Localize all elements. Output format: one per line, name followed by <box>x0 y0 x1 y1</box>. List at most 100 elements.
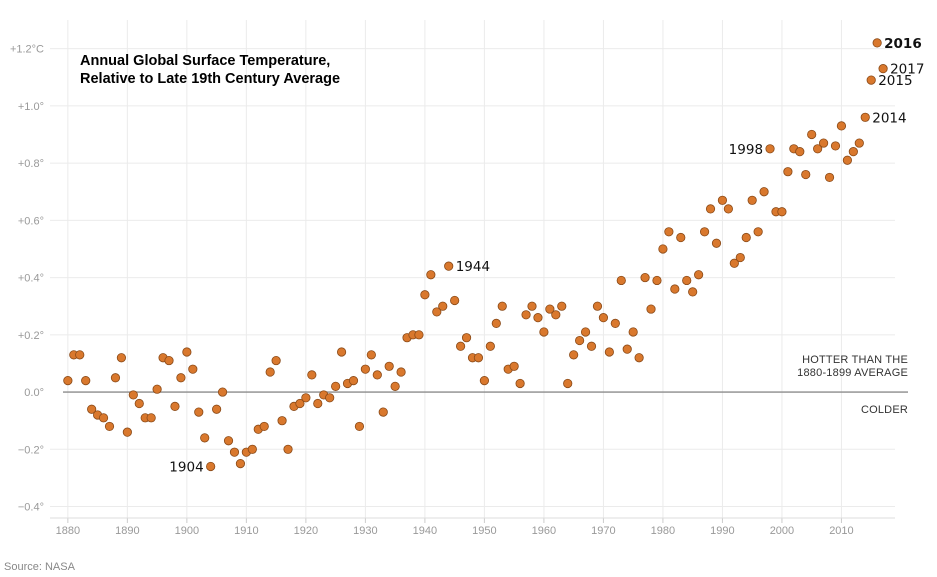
point-1997 <box>759 187 769 197</box>
x-tick-label: 1990 <box>710 525 734 537</box>
point-1952 <box>491 318 501 328</box>
year-annotations: 1904 1944 1998 2014 2015 2016 2017 <box>169 36 924 476</box>
point-1904 <box>206 461 216 472</box>
point-1981 <box>664 227 674 237</box>
x-tick-label: 1980 <box>651 525 675 537</box>
point-2012 <box>848 147 858 157</box>
point-1930 <box>360 364 370 374</box>
annotation-1998: 1998 <box>729 142 763 158</box>
x-tick-label: 1920 <box>294 525 318 537</box>
point-1991 <box>723 204 733 214</box>
point-1962 <box>551 310 561 320</box>
y-tick-label: −0.2° <box>18 444 44 456</box>
point-1971 <box>604 347 614 357</box>
point-1945 <box>450 295 460 306</box>
y-tick-label: +0.4° <box>18 273 44 285</box>
x-tick-label: 1970 <box>591 525 615 537</box>
annotation-2015: 2015 <box>878 73 912 89</box>
point-1924 <box>325 393 335 403</box>
point-2016 <box>872 38 882 48</box>
point-1902 <box>194 407 204 417</box>
point-1998 <box>765 144 775 154</box>
point-1917 <box>283 444 293 454</box>
y-tick-label: 0.0° <box>24 387 44 399</box>
point-1934 <box>384 361 394 371</box>
point-1961 <box>545 304 555 314</box>
point-1890 <box>122 427 132 437</box>
point-2000 <box>777 207 787 217</box>
point-1911 <box>247 444 257 454</box>
x-tick-label: 2010 <box>829 525 853 537</box>
point-1933 <box>378 407 388 417</box>
point-1946 <box>455 341 466 351</box>
point-1913 <box>259 421 269 432</box>
annotation-2017: 2017 <box>890 62 924 78</box>
point-1889 <box>116 353 127 363</box>
annotation-2016: 2016 <box>884 36 922 52</box>
point-1906 <box>217 387 228 397</box>
point-1973 <box>616 275 626 286</box>
point-1895 <box>152 384 162 394</box>
source-note: Source: NASA <box>4 561 76 573</box>
annotation-2014: 2014 <box>872 110 906 126</box>
point-1983 <box>676 232 686 243</box>
point-1944 <box>444 261 454 271</box>
point-1957 <box>521 310 531 320</box>
point-2003 <box>795 147 805 157</box>
point-1984 <box>682 275 692 286</box>
point-1914 <box>265 367 275 377</box>
point-1995 <box>747 195 757 205</box>
point-1886 <box>98 413 109 423</box>
point-1898 <box>170 401 180 411</box>
point-1950 <box>479 376 490 386</box>
annotation-1904: 1904 <box>169 459 203 475</box>
chart-title-line-2: Relative to Late 19th Century Average <box>80 71 340 87</box>
point-1960 <box>539 327 549 337</box>
x-tick-label: 1910 <box>234 525 258 537</box>
point-1964 <box>563 378 573 389</box>
point-1970 <box>598 313 609 323</box>
point-1921 <box>307 370 317 380</box>
point-2008 <box>824 172 835 183</box>
chart-title-line-1: Annual Global Surface Temperature, <box>80 53 330 69</box>
point-1965 <box>569 350 579 360</box>
point-1943 <box>438 301 448 311</box>
point-1994 <box>741 232 751 243</box>
gridlines <box>50 20 895 518</box>
x-tick-label: 1940 <box>413 525 437 537</box>
point-1980 <box>658 244 668 254</box>
point-1989 <box>711 238 722 248</box>
hotter-label-line-1: HOTTER THAN THE <box>802 354 908 366</box>
point-2013 <box>854 138 864 148</box>
y-tick-label: +1.0° <box>18 101 44 113</box>
point-1963 <box>557 301 567 311</box>
point-1882 <box>75 350 85 360</box>
point-1987 <box>699 227 710 237</box>
y-tick-label: +0.6° <box>18 215 44 227</box>
point-1901 <box>188 364 198 374</box>
data-points <box>63 38 888 472</box>
point-1959 <box>533 313 543 323</box>
point-1958 <box>527 301 537 311</box>
point-1986 <box>694 270 704 280</box>
point-1990 <box>717 195 728 205</box>
x-tick-label: 1930 <box>353 525 377 537</box>
point-1975 <box>628 327 638 337</box>
point-1884 <box>87 404 97 414</box>
point-1979 <box>652 275 662 286</box>
point-1956 <box>515 378 525 389</box>
point-1955 <box>509 361 519 371</box>
point-2007 <box>818 138 829 148</box>
point-1953 <box>497 301 507 311</box>
point-2005 <box>807 129 817 140</box>
point-1968 <box>586 341 597 351</box>
point-2010 <box>836 121 847 131</box>
point-1982 <box>670 284 680 294</box>
hotter-label-line-2: 1880-1899 AVERAGE <box>797 367 908 379</box>
point-1908 <box>229 447 240 457</box>
point-1972 <box>610 318 620 328</box>
point-1931 <box>366 350 376 360</box>
